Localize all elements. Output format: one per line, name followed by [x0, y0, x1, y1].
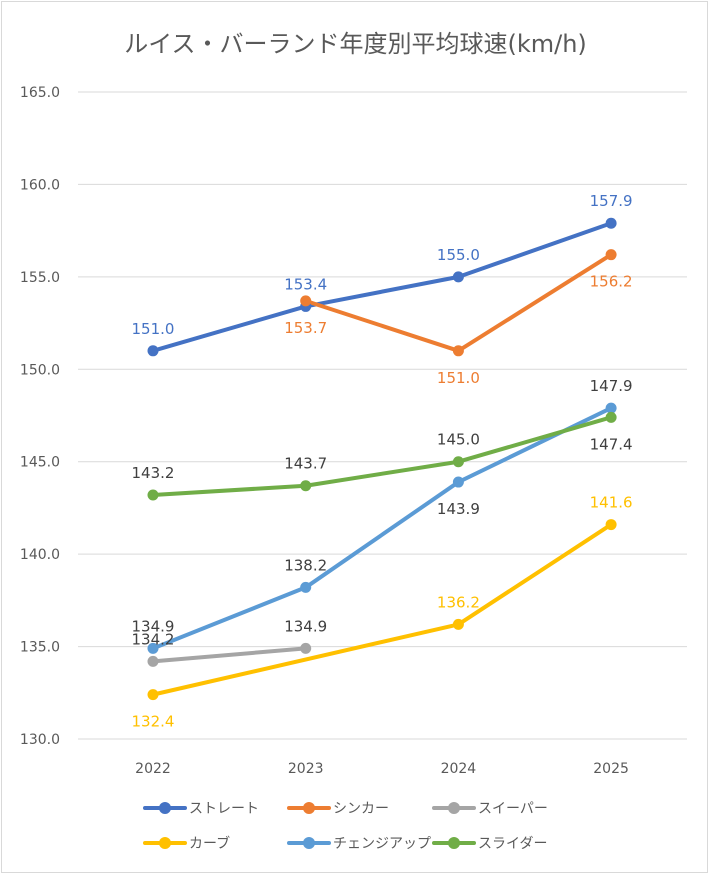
data-label: 134.9 [284, 617, 327, 635]
legend-line-marker-icon [143, 796, 187, 820]
data-point [605, 519, 617, 531]
data-point [147, 642, 159, 654]
legend-item: ストレート [143, 796, 259, 820]
y-tick-label: 165.0 [20, 85, 60, 101]
series-line-5 [151, 415, 614, 497]
data-point [147, 489, 159, 501]
data-label: 143.9 [437, 500, 480, 518]
y-tick-label: 160.0 [20, 177, 60, 193]
data-label: 151.0 [132, 320, 175, 338]
legend-item: スライダー [432, 831, 547, 855]
chart-title: ルイス・バーランド年度別平均球速(km/h) [124, 30, 587, 58]
legend-label: シンカー [333, 801, 389, 817]
data-label: 153.7 [284, 319, 327, 337]
y-tick-label: 140.0 [20, 547, 60, 563]
data-label: 143.2 [132, 464, 175, 482]
data-label: 151.0 [437, 369, 480, 387]
legend-label: スライダー [478, 836, 548, 852]
data-label: 138.2 [284, 556, 327, 574]
data-point [300, 480, 312, 492]
data-label: 147.9 [590, 377, 633, 395]
data-point [605, 402, 617, 414]
x-tick-label: 2024 [441, 761, 477, 777]
data-label: 153.4 [284, 275, 327, 293]
legend-line-marker-icon [287, 831, 331, 855]
legend-label: カーブ [189, 836, 231, 852]
data-point [452, 618, 464, 630]
data-point [300, 295, 312, 307]
legend-item: カーブ [143, 831, 230, 855]
data-label: 145.0 [437, 431, 480, 449]
data-label: 132.4 [132, 713, 175, 731]
x-tick-label: 2022 [135, 761, 171, 777]
legend-line-marker-icon [287, 796, 331, 820]
data-point [452, 476, 464, 488]
data-point [300, 642, 312, 654]
y-tick-label: 130.0 [20, 732, 60, 748]
data-label: 134.2 [132, 630, 175, 648]
legend-line-marker-icon [432, 796, 476, 820]
data-label: 143.7 [284, 455, 327, 473]
legend-item: シンカー [287, 796, 389, 820]
legend-line-marker-icon [143, 831, 187, 855]
data-point [452, 271, 464, 283]
y-tick-label: 135.0 [20, 640, 60, 656]
data-point [605, 249, 617, 261]
data-point [452, 345, 464, 357]
y-tick-label: 145.0 [20, 455, 60, 471]
y-tick-label: 155.0 [20, 270, 60, 286]
data-point [452, 456, 464, 468]
data-point [300, 581, 312, 593]
series-line-4 [151, 406, 614, 651]
legend-line-marker-icon [432, 831, 476, 855]
data-label: 134.9 [132, 617, 175, 635]
series-line-0 [151, 221, 614, 353]
data-point [147, 655, 159, 667]
x-tick-label: 2023 [288, 761, 324, 777]
data-point [605, 217, 617, 229]
series-line-1 [303, 252, 614, 353]
data-point [147, 689, 159, 701]
x-tick-label: 2025 [593, 761, 629, 777]
legend-label: スイーパー [478, 801, 548, 817]
legend-item: チェンジアップ [287, 831, 431, 855]
data-label: 157.9 [590, 192, 633, 210]
data-point [605, 411, 617, 423]
data-label: 156.2 [590, 273, 633, 291]
legend-item: スイーパー [432, 796, 548, 820]
y-tick-label: 150.0 [20, 362, 60, 378]
data-label: 136.2 [437, 593, 480, 611]
data-point [147, 345, 159, 357]
data-label: 147.4 [590, 435, 633, 453]
data-label: 155.0 [437, 246, 480, 264]
series-line-2 [151, 646, 308, 664]
series-line-3 [151, 522, 614, 697]
legend-label: チェンジアップ [333, 836, 431, 852]
data-label: 141.6 [590, 494, 633, 512]
legend-label: ストレート [189, 801, 259, 817]
